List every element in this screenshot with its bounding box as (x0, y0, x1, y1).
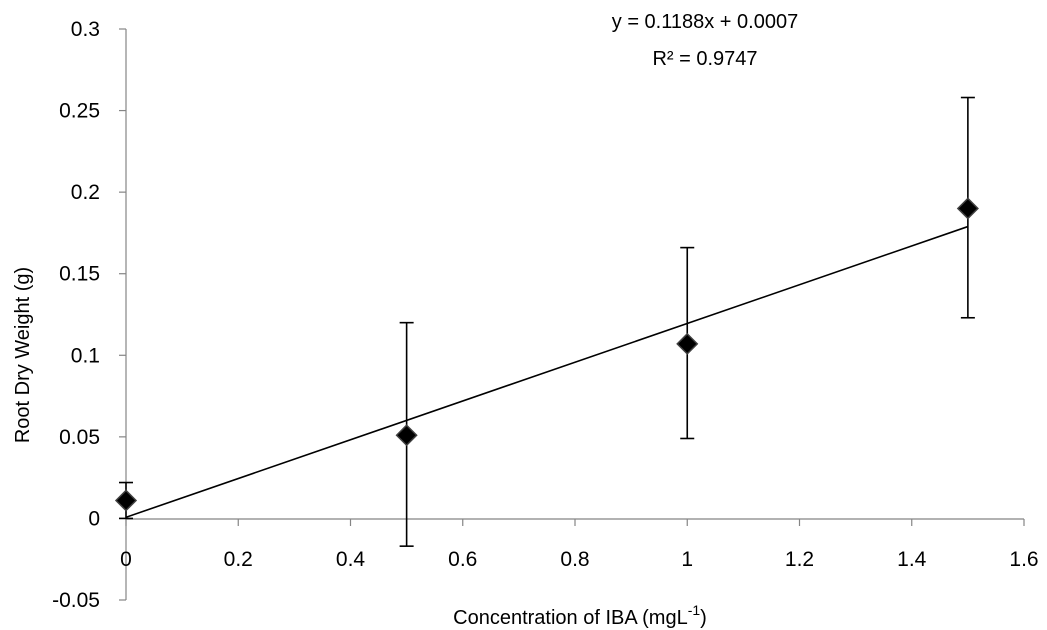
x-axis-title: Concentration of IBA (mgL-1) (453, 602, 707, 629)
y-tick-label: -0.05 (52, 589, 100, 612)
trendline-group (125, 225, 969, 519)
x-axis-ticks: 0 0.2 0.4 0.6 0.8 1 1.2 1.4 1.6 (120, 519, 1039, 571)
x-tick-label: 0 (120, 548, 132, 571)
y-tick-label: 0.25 (59, 100, 100, 123)
trendline-equation: y = 0.1188x + 0.0007 (612, 11, 798, 33)
x-tick-label: 0.8 (560, 548, 589, 571)
x-tick-label: 1.2 (785, 548, 814, 571)
data-points (114, 197, 979, 512)
y-tick-label: 0.1 (71, 344, 100, 367)
x-axis-title-end: ) (700, 607, 707, 629)
y-tick-label: 0.15 (59, 263, 100, 286)
y-tick-label: 0.3 (71, 18, 100, 41)
x-tick-label: 1 (681, 548, 693, 571)
x-tick-label: 1.6 (1009, 548, 1038, 571)
data-point (676, 332, 699, 355)
x-tick-label: 0.4 (336, 548, 366, 571)
x-tick-label: 0.6 (448, 548, 477, 571)
y-tick-label: 0.05 (59, 426, 100, 449)
error-bars (119, 96, 975, 547)
y-axis-title: Root Dry Weight (g) (12, 267, 34, 443)
axes (125, 29, 1024, 600)
data-point (395, 424, 418, 447)
y-tick-label: 0 (88, 507, 100, 530)
y-axis-ticks: -0.05 0 0.05 0.1 0.15 0.2 0.25 0.3 (52, 18, 126, 612)
data-point (956, 197, 979, 220)
trendline (125, 225, 969, 519)
x-tick-label: 1.4 (897, 548, 927, 571)
x-tick-label: 0.2 (224, 548, 253, 571)
y-tick-label: 0.2 (71, 181, 100, 204)
data-point (114, 489, 138, 512)
x-axis-title-main: Concentration of IBA (mgL (453, 607, 688, 629)
trendline-r-squared: R² = 0.9747 (652, 48, 757, 70)
x-axis-title-superscript: -1 (688, 602, 701, 618)
